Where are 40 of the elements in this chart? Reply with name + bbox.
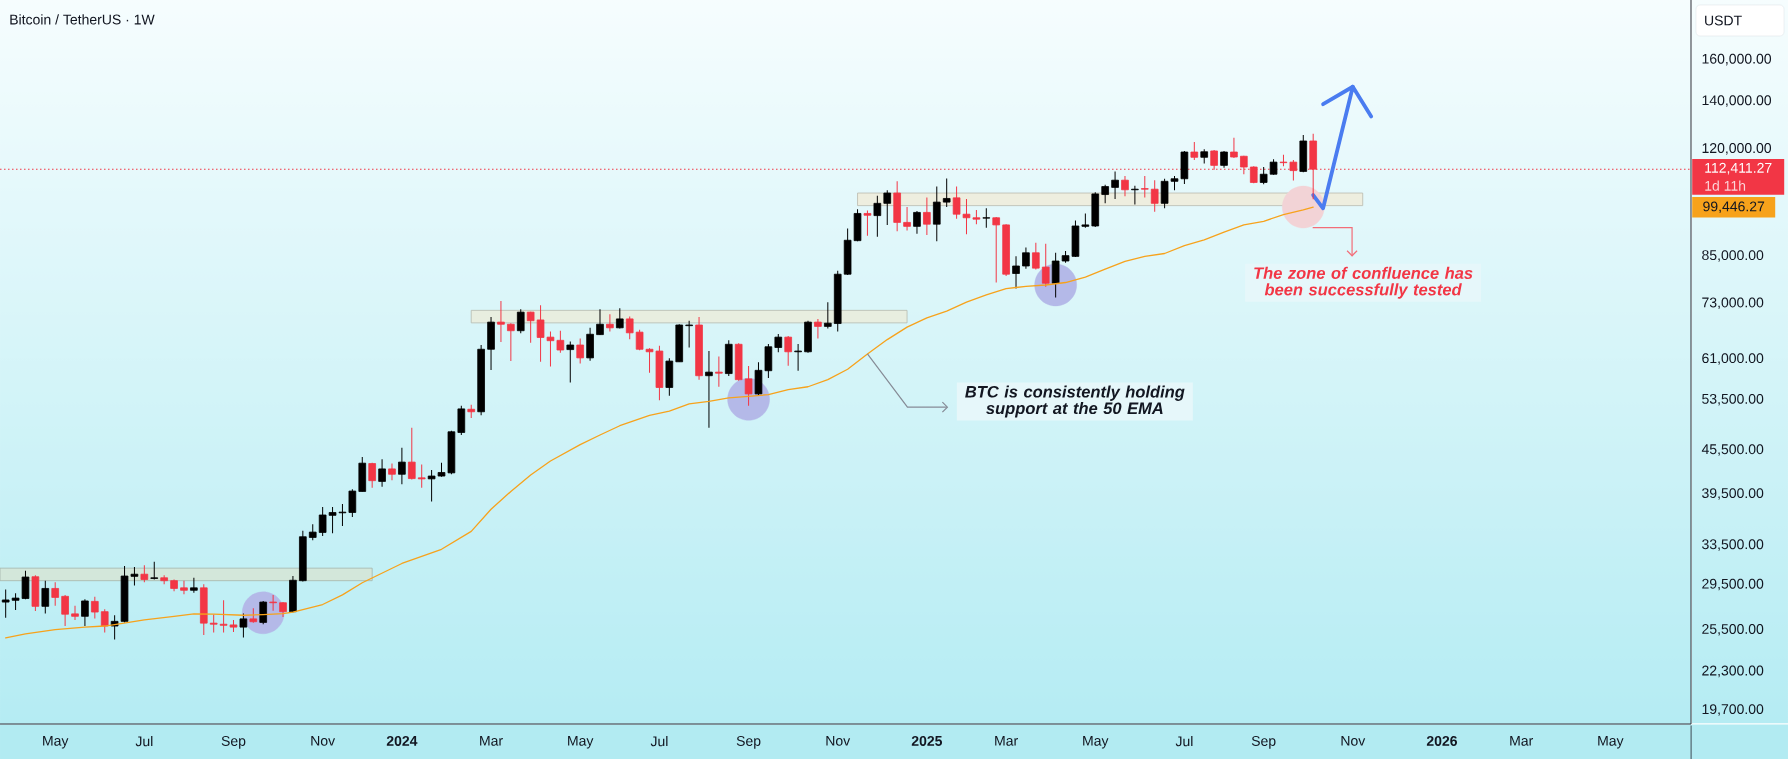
x-tick-label: 2024 bbox=[386, 735, 418, 746]
x-tick-label: Jul bbox=[135, 735, 153, 747]
x-tick-label: Sep bbox=[736, 735, 761, 749]
annotation: The zone of confluence has been successfully tested bbox=[1254, 266, 1473, 299]
x-tick-label: Mar bbox=[1510, 735, 1534, 746]
x-tick-label: Jul bbox=[1175, 735, 1193, 747]
x-tick-label: Sep bbox=[1251, 735, 1276, 749]
y-tick-label: 22,300.00 bbox=[1702, 665, 1764, 678]
x-tick-label: Sep bbox=[221, 735, 246, 749]
x-tick-label: Mar bbox=[480, 735, 503, 746]
y-tick-label: 120,000.00 bbox=[1702, 143, 1772, 155]
y-tick-label: 45,500.00 bbox=[1701, 444, 1764, 456]
annotation: BTC is consistently holding support at the 50 EMA bbox=[965, 385, 1185, 418]
x-tick-label: Nov bbox=[311, 735, 336, 746]
y-tick-label: 25,500.00 bbox=[1702, 623, 1764, 636]
text: Bitcoin / TetherUS · 1W bbox=[10, 14, 155, 25]
y-tick-label: 61,000.00 bbox=[1702, 353, 1764, 365]
y-tick-label: 29,500.00 bbox=[1702, 578, 1764, 591]
x-tick-label: May bbox=[1083, 735, 1109, 749]
y-tick-label: 39,500.00 bbox=[1702, 488, 1764, 500]
y-tick-label: 85,000.00 bbox=[1702, 250, 1764, 262]
y-tick-label: 53,500.00 bbox=[1702, 393, 1764, 406]
y-tick-label: 33,500.00 bbox=[1702, 539, 1764, 551]
y-tick-label: 19,700.00 bbox=[1702, 704, 1764, 716]
y-axis-title: USDT bbox=[1705, 15, 1742, 26]
y-tick-label: 160,000.00 bbox=[1702, 53, 1772, 66]
x-tick-label: May bbox=[43, 735, 69, 749]
x-tick-label: Nov bbox=[1341, 735, 1366, 746]
text: 1d 11h bbox=[1705, 180, 1746, 191]
x-tick-label: 2025 bbox=[911, 735, 943, 746]
x-tick-label: Jul bbox=[650, 735, 668, 747]
y-tick-label: 73,000.00 bbox=[1702, 297, 1764, 310]
x-tick-label: May bbox=[1598, 735, 1624, 749]
x-tick-label: Nov bbox=[826, 735, 851, 746]
y-tick-label: 140,000.00 bbox=[1702, 95, 1772, 107]
x-tick-label: May bbox=[568, 735, 594, 749]
x-tick-label: 2026 bbox=[1426, 735, 1458, 746]
text: 99,446.27 bbox=[1703, 201, 1765, 214]
x-tick-label: Mar bbox=[995, 735, 1018, 746]
ref-line-label: 112,411.27 bbox=[1705, 162, 1772, 175]
